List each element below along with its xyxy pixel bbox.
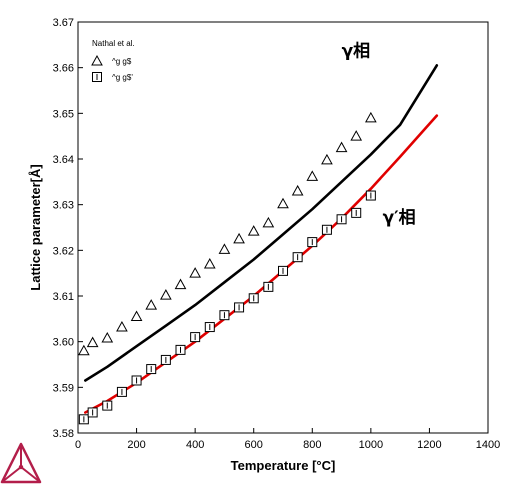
- gamma-prime-data-point: [292, 252, 303, 263]
- gamma-prime-data-point: [336, 214, 347, 225]
- y-tick-label: 3.66: [53, 63, 74, 75]
- gamma-data-point: [350, 130, 363, 141]
- y-tick-label: 3.67: [53, 17, 74, 29]
- logo-center-dot: [18, 464, 24, 470]
- gamma-data-point: [145, 299, 158, 310]
- gamma-data-point: [160, 289, 172, 300]
- gamma-data-point: [203, 258, 216, 269]
- gamma-prime-data-point: [87, 407, 98, 418]
- gamma-prime-phase-line: [84, 114, 439, 414]
- legend: Nathal et al. ^g g$ ^g g$': [91, 39, 135, 82]
- legend-triangle-marker: [91, 54, 103, 66]
- gamma-data-point: [277, 197, 289, 209]
- gamma-prime-phase-label: γ′相: [383, 207, 416, 228]
- gamma-data-point: [116, 321, 128, 332]
- y-tick-label: 3.59: [53, 382, 74, 394]
- x-tick-label: 0: [75, 439, 81, 451]
- y-tick-label: 3.62: [53, 245, 74, 257]
- phase-annotations: γ相 γ′相: [342, 40, 416, 228]
- x-tick-label: 1200: [417, 439, 441, 451]
- gamma-data-point: [78, 344, 90, 356]
- gamma-prime-data-point: [175, 344, 186, 355]
- gamma-prime-data-point: [263, 281, 274, 292]
- y-tick-label: 3.60: [53, 337, 74, 349]
- gamma-data-point: [174, 278, 187, 290]
- gamma-prime-data-point: [116, 386, 127, 397]
- gamma-data-point: [262, 216, 275, 228]
- legend-entry-label: ^g g$': [112, 73, 133, 82]
- x-tick-label: 400: [186, 439, 204, 451]
- gamma-prime-data-point: [131, 375, 142, 386]
- legend-entry-label: ^g g$: [112, 57, 132, 66]
- gamma-prime-data-point: [278, 265, 288, 276]
- gamma-data-point: [233, 232, 245, 244]
- y-axis-ticks: 3.58 3.59 3.60 3.61 3.62 3.63 3.64 3.65 3.66 3.67: [53, 17, 83, 440]
- x-tick-label: 600: [245, 439, 263, 451]
- gamma-data-point: [86, 336, 99, 348]
- x-axis-label: Temperature [°C]: [231, 458, 336, 473]
- legend-title: Nathal et al.: [92, 39, 135, 48]
- x-tick-label: 1400: [476, 439, 500, 451]
- y-tick-label: 3.64: [53, 154, 74, 166]
- logo-outline: [0, 442, 42, 484]
- y-tick-label: 3.58: [53, 428, 74, 440]
- thermo-calc-logo-icon: [0, 442, 42, 484]
- x-axis-ticks: 0 200 400 600 800 1000 1200 1400: [75, 428, 500, 451]
- gamma-prime-data-point: [234, 302, 245, 313]
- gamma-prime-data-point: [351, 207, 362, 218]
- gamma-prime-data-point: [321, 224, 332, 235]
- gamma-phase-line: [84, 64, 439, 382]
- gamma-prime-data-point: [365, 190, 376, 201]
- gamma-prime-data-point: [146, 364, 157, 375]
- gamma-prime-data-point: [204, 322, 215, 333]
- gamma-prime-data-point: [219, 310, 230, 321]
- plot-area-border: [77, 21, 489, 434]
- y-axis-label: Lattice parameter[Å]: [28, 164, 43, 290]
- gamma-data-point: [247, 225, 260, 236]
- gamma-data-point: [335, 141, 348, 153]
- x-tick-label: 200: [127, 439, 145, 451]
- gamma-data-point: [291, 184, 304, 196]
- gamma-data-point: [365, 111, 377, 123]
- logo-inner-lines: [1, 444, 41, 483]
- gamma-data-point: [306, 170, 319, 181]
- gamma-prime-data-point: [160, 354, 171, 365]
- gamma-data-point: [321, 153, 333, 165]
- plot-frame: [77, 21, 489, 434]
- gamma-data-point: [101, 331, 114, 343]
- y-tick-label: 3.63: [53, 200, 74, 212]
- series-markers: [78, 111, 377, 425]
- gamma-data-point: [218, 243, 231, 254]
- gamma-prime-data-point: [248, 293, 259, 304]
- gamma-prime-data-point: [78, 414, 89, 425]
- gamma-phase-label: γ相: [342, 40, 371, 61]
- x-tick-label: 800: [303, 439, 321, 451]
- x-tick-label: 1000: [359, 439, 383, 451]
- gamma-data-point: [130, 310, 143, 322]
- legend-entries: ^g g$ ^g g$': [91, 54, 133, 82]
- y-tick-label: 3.61: [53, 291, 74, 303]
- gamma-prime-data-point: [307, 237, 318, 248]
- legend-square-marker: [92, 72, 102, 82]
- gamma-prime-data-point: [190, 332, 201, 343]
- gamma-prime-data-point: [102, 400, 113, 411]
- gamma-data-point: [189, 267, 201, 278]
- series-lines: [84, 64, 439, 414]
- y-tick-label: 3.65: [53, 108, 74, 120]
